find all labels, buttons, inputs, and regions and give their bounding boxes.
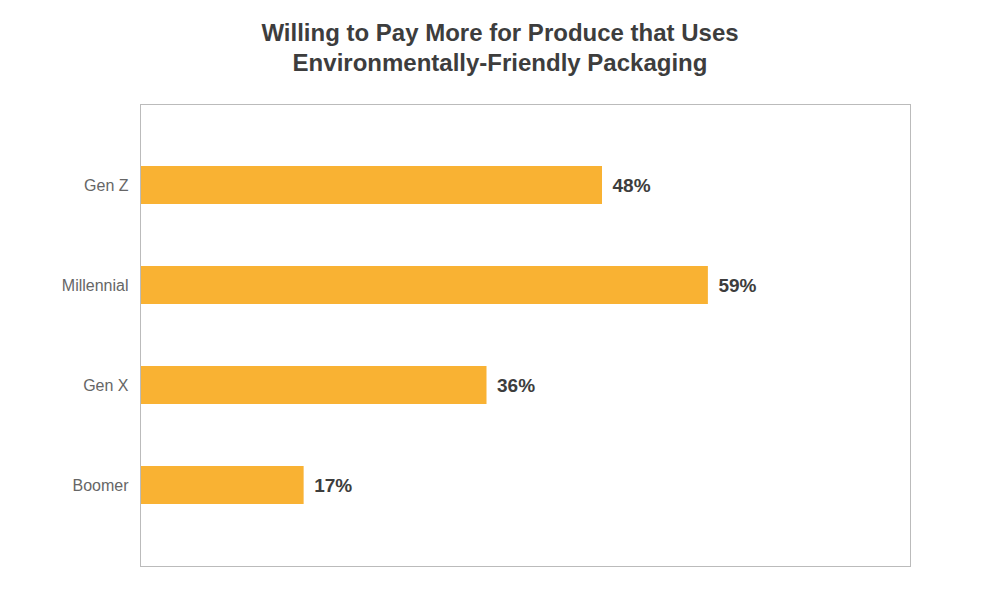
html-text:Willing to Pay More for Produc: Willing to Pay More for Produce that Use… [261, 19, 739, 76]
svg-text:59%: 59% [718, 275, 756, 296]
svg-text:Gen Z: Gen Z [84, 177, 129, 194]
svg-text:17%: 17% [314, 475, 352, 496]
svg-text:Millennial: Millennial [62, 277, 129, 294]
svg-text:Gen X: Gen X [83, 377, 129, 394]
svg-text:48%: 48% [613, 175, 651, 196]
svg-text:36%: 36% [497, 375, 535, 396]
svg-text:Boomer: Boomer [72, 477, 129, 494]
